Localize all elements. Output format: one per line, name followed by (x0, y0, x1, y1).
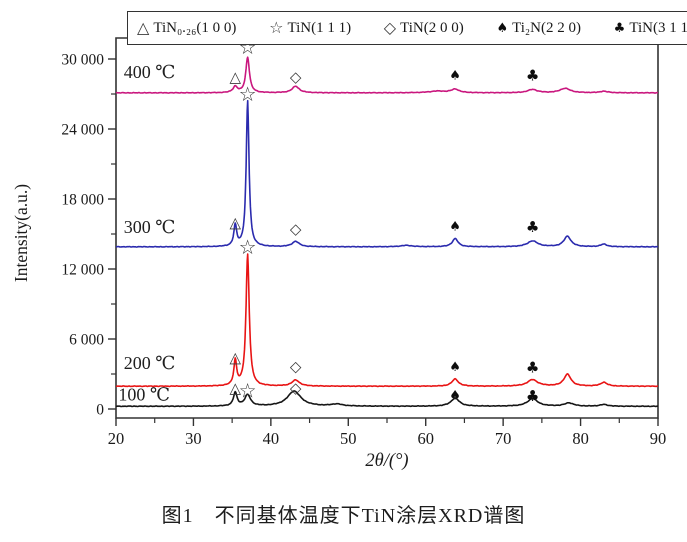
spade-marker: ♠ (449, 68, 461, 83)
series-curve-400℃ (115, 56, 659, 94)
xrd-chart: 20 30 40 50 60 70 80 90 0 6 000 12 000 18 000 24 000… (11, 35, 666, 471)
series-curve-300℃ (115, 99, 659, 248)
x-axis-title: 2θ/(°) (365, 451, 408, 471)
club-marker: ♣ (526, 387, 539, 405)
axis-ticks (108, 58, 659, 426)
series-curve-200℃ (115, 253, 659, 388)
figure-caption: 图1 不同基体温度下TiN涂层XRD谱图 (161, 505, 526, 527)
x-tick-label: 70 (495, 429, 512, 448)
diamond-marker: ◇ (290, 357, 302, 375)
legend-item-label: TiN(1 1 1) (287, 19, 352, 36)
y-tick-label: 12 000 (61, 262, 104, 279)
spade-marker: ♠ (449, 360, 461, 375)
x-tick-label: 90 (650, 429, 667, 448)
triangle-marker: △ (229, 349, 241, 367)
y-tick-label: 30 000 (61, 52, 104, 69)
plot-border (115, 37, 659, 419)
triangle-marker: △ (229, 379, 241, 397)
x-tick-label: 60 (417, 429, 434, 448)
triangle-marker: △ (229, 68, 241, 86)
legend-item-label: TiN₀.₂₆(1 0 0) (153, 19, 237, 36)
legend-item-label: Ti₂N(2 2 0) (512, 19, 581, 36)
x-tick-label: 40 (263, 429, 280, 448)
triangle-legend-icon: △ (137, 18, 150, 37)
diamond-legend-icon: ◇ (383, 18, 397, 37)
y-axis-title: Intensity(a.u.) (11, 184, 31, 282)
star-legend-icon: ☆ (269, 18, 284, 37)
y-tick-label: 6 000 (69, 332, 104, 349)
xrd-curves (115, 56, 659, 408)
club-marker: ♣ (526, 66, 539, 84)
legend-item: ♠ Ti₂N(2 2 0) (496, 20, 581, 37)
legend-item-label: TiN(2 0 0) (400, 19, 464, 36)
legend-box: △ TiN₀.₂₆(1 0 0) ☆ TiN(1 1 1) ◇ TiN(2 0 0) ♠ Ti… (127, 11, 687, 45)
y-tick-label: 24 000 (61, 122, 104, 139)
temperature-label: 400 ℃ (124, 62, 176, 82)
series-curve-100℃ (115, 390, 659, 408)
diamond-marker: ◇ (290, 379, 302, 397)
club-marker: ♣ (526, 218, 539, 236)
diamond-marker: ◇ (290, 220, 302, 238)
legend-item: △ TiN₀.₂₆(1 0 0) (137, 20, 236, 37)
club-marker: ♣ (526, 359, 539, 377)
temperature-labels: 400 ℃ 300 ℃ 200 ℃ 100 ℃ (118, 62, 175, 405)
x-tick-label: 20 (108, 429, 125, 448)
spade-marker: ♠ (449, 388, 461, 403)
x-tick-label: 30 (185, 429, 202, 448)
temperature-label: 100 ℃ (118, 384, 170, 404)
temperature-label: 200 ℃ (124, 353, 176, 373)
legend-item: ☆ TiN(1 1 1) (269, 20, 351, 37)
diamond-marker: ◇ (290, 68, 302, 86)
x-tick-label: 50 (340, 429, 357, 448)
phase-markers: △☆◇ ♠ ♣△☆◇ ♠ ♣△☆◇ ♠ ♣△☆ ◇ ♠ ♣ (229, 35, 539, 405)
triangle-marker: △ (229, 213, 241, 231)
x-tick-label: 80 (572, 429, 589, 448)
legend-item-label: TiN(3 1 1) (629, 19, 687, 36)
club-legend-icon: ♣ (613, 20, 626, 36)
y-tick-label: 18 000 (61, 192, 104, 209)
legend-item: ◇ TiN(2 0 0) (384, 20, 464, 37)
spade-legend-icon: ♠ (496, 20, 509, 36)
spade-marker: ♠ (449, 220, 461, 235)
plot-frame (115, 37, 659, 419)
star-marker: ☆ (239, 82, 257, 106)
legend-item: ♣ TiN(3 1 1) (614, 20, 687, 37)
temperature-label: 300 ℃ (124, 217, 176, 237)
star-marker: ☆ (239, 235, 257, 259)
y-tick-label: 0 (96, 402, 104, 419)
axis-tick-labels: 20 30 40 50 60 70 80 90 0 6 000 12 000 18 000 24 000… (61, 52, 666, 449)
star-marker: ☆ (239, 378, 257, 402)
